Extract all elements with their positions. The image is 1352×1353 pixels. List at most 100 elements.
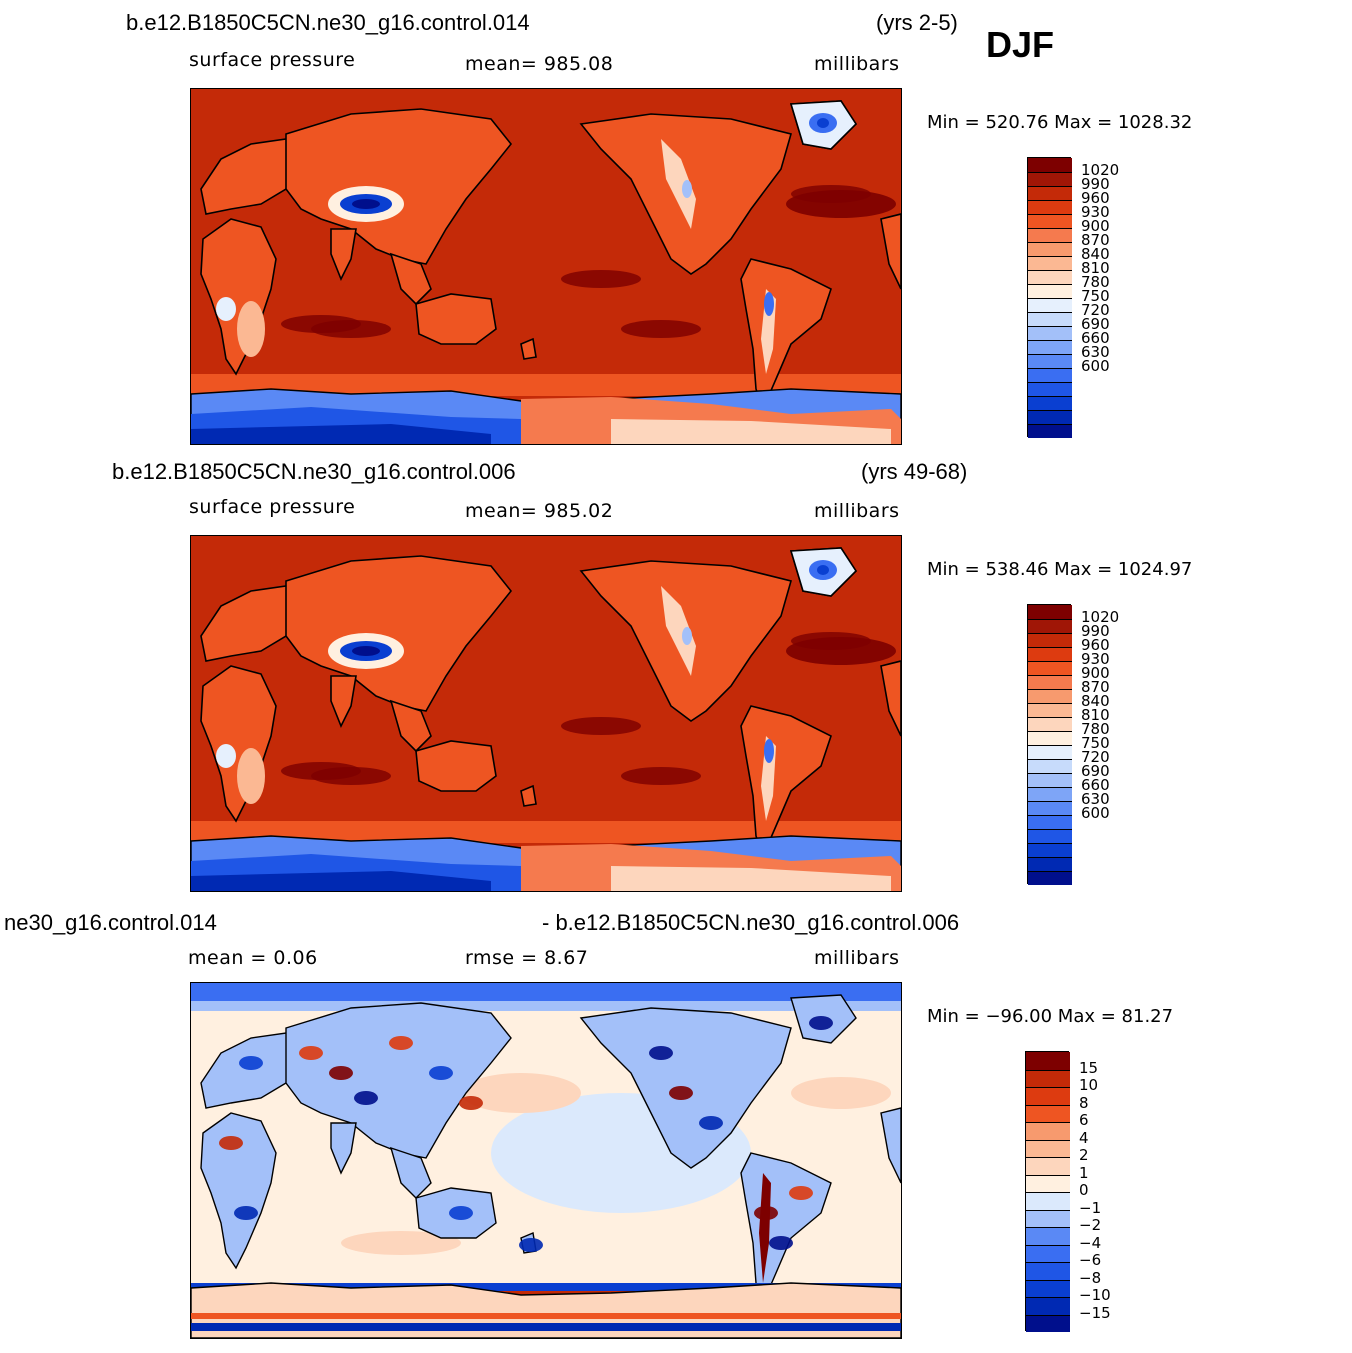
panel2-legend-tick-label: 1020 <box>1081 608 1120 626</box>
panel3-gradient-cell <box>219 1136 243 1150</box>
panel2-legend-tick-label: 930 <box>1081 650 1110 668</box>
panel1-legend-swatch <box>1028 242 1072 256</box>
panel1-legend-swatch <box>1028 424 1072 438</box>
panel2-legend-swatch <box>1028 801 1072 815</box>
panel1-southern-ocean-band <box>191 374 901 396</box>
panel2-land-eafrica <box>880 660 901 737</box>
panel2-high-pressure-cell <box>786 637 896 665</box>
panel1-land-australia <box>415 293 497 345</box>
panel1-east-antarctica-high <box>611 419 891 444</box>
panel1-years: (yrs 2-5) <box>876 10 958 35</box>
panel3-legend-tick-label: 2 <box>1079 1146 1089 1164</box>
panel1-legend-swatch <box>1028 158 1072 172</box>
panel1-legend-swatch <box>1028 200 1072 214</box>
panel1-africa-low <box>216 297 236 321</box>
panel3-legend-tick-label: −10 <box>1079 1286 1111 1304</box>
panel3-legend-tick-label: 15 <box>1079 1058 1099 1077</box>
panel1-legend-swatch <box>1028 256 1072 270</box>
panel3-legend: 15 10 8 6 4 2 1 0 −1 −2 −4 −6 −8 −10 −15 <box>1025 1051 1135 1332</box>
panel3-southern-negative <box>191 1283 901 1291</box>
panel3-antarctica-positive <box>191 1313 901 1319</box>
panel1-andes-low <box>764 292 774 316</box>
panel1-legend: 1020 990 960 930 900 870 840 810 780 750 720 690 660… <box>1027 157 1137 438</box>
panel1-legend-swatch <box>1028 284 1072 298</box>
panel1-legend-tick-label: 810 <box>1081 259 1110 277</box>
panel2-legend-swatch <box>1028 745 1072 759</box>
panel2-africa-high-ground <box>237 748 265 804</box>
panel3-mean: mean = 0.06 <box>188 947 318 969</box>
panel1-legend-swatch <box>1028 340 1072 354</box>
panel2-east-antarctica-high <box>611 866 891 891</box>
panel3-case-name-left: ne30_g16.control.014 <box>4 910 217 935</box>
panel1-legend-swatch <box>1028 228 1072 242</box>
panel1-legend-tick-label: 930 <box>1081 203 1110 221</box>
panel2-map-field <box>191 536 901 891</box>
panel3-arctic-transition <box>191 1001 901 1011</box>
panel2-legend-swatch <box>1028 675 1072 689</box>
panel2-legend-swatch <box>1028 717 1072 731</box>
panel2-legend: 1020 990 960 930 900 870 840 810 780 750 720 690 660… <box>1027 604 1137 885</box>
panel1-legend-tick-label: 1020 <box>1081 161 1120 179</box>
panel1-rockies-low <box>682 180 692 198</box>
panel2-legend-tick-label: 750 <box>1081 734 1110 752</box>
panel1-land-india <box>330 228 357 281</box>
panel3-land-india <box>330 1122 357 1175</box>
panel3-gradient-cell <box>429 1066 453 1080</box>
panel2-andes-low <box>764 739 774 763</box>
panel3-gradient-cell <box>699 1116 723 1130</box>
panel2-case-name: b.e12.B1850C5CN.ne30_g16.control.006 <box>112 459 516 484</box>
panel2-legend-swatch <box>1028 703 1072 717</box>
panel2-legend-swatch <box>1028 689 1072 703</box>
panel3-legend-tick-label: 10 <box>1079 1076 1099 1094</box>
panel3-legend-swatch <box>1026 1122 1070 1140</box>
panel2-land-seasia <box>389 699 432 753</box>
panel2-legend-bar <box>1027 604 1072 885</box>
panel2-legend-swatch <box>1028 661 1072 675</box>
panel1-legend-swatch <box>1028 396 1072 410</box>
panel3-gradient-cell <box>769 1236 793 1250</box>
panel1-land-seasia <box>389 252 432 306</box>
panel3-gradient-cell <box>459 1096 483 1110</box>
panel3-gradient-cell <box>234 1206 258 1220</box>
panel3-gradient-cell <box>789 1186 813 1200</box>
panel1-minmax: Min = 520.76 Max = 1028.32 <box>927 112 1193 133</box>
panel3-legend-tick-label: 1 <box>1079 1163 1089 1182</box>
panel3-legend-swatch <box>1026 1314 1070 1332</box>
panel2-antarctica-core <box>191 871 491 891</box>
panel3-gradient-cell <box>809 1016 833 1030</box>
panel2-legend-swatch <box>1028 787 1072 801</box>
panel3-legend-tick-label: −4 <box>1079 1233 1102 1252</box>
panel2-legend-tick-label: 780 <box>1081 720 1110 738</box>
panel2-rockies-low <box>682 627 692 645</box>
panel2-legend-tick-label: 960 <box>1081 636 1110 654</box>
panel2-legend-swatch <box>1028 829 1072 843</box>
panel2-tibet-core <box>352 646 380 656</box>
panel3-legend-swatch <box>1026 1279 1070 1297</box>
panel3-legend-swatch <box>1026 1262 1070 1280</box>
panel2-variable: surface pressure <box>189 496 356 518</box>
panel1-legend-tick-label: 960 <box>1081 189 1110 207</box>
panel3-legend-tick-label: 8 <box>1079 1093 1089 1112</box>
panel1-legend-tick-label: 780 <box>1081 273 1110 291</box>
panel2-legend-swatch <box>1028 871 1072 885</box>
panel3-land-africa <box>200 1112 277 1270</box>
panel2-legend-tick-label: 720 <box>1081 748 1110 766</box>
panel1-legend-tick-label: 990 <box>1081 175 1110 193</box>
panel3-legend-swatch <box>1026 1104 1070 1122</box>
panel3-map-field <box>191 983 901 1338</box>
panel3-antarctica-negative <box>191 1323 901 1331</box>
panel1-legend-swatch <box>1028 382 1072 396</box>
panel3-gradient-cell <box>239 1056 263 1070</box>
panel1-land-nzealand <box>520 337 537 360</box>
panel2-legend-tick-label: 810 <box>1081 706 1110 724</box>
panel1-map-field <box>191 89 901 444</box>
panel1-legend-tick-label: 870 <box>1081 231 1110 249</box>
season-label: DJF <box>986 24 1055 65</box>
panel3-legend-swatch <box>1026 1139 1070 1157</box>
panel2-map <box>190 535 902 892</box>
panel1-high-pressure-cell <box>786 190 896 218</box>
panel3-legend-swatch <box>1026 1297 1070 1315</box>
panel1-legend-tick-label: 600 <box>1081 357 1110 375</box>
panel1-mean: mean= 985.08 <box>465 53 614 75</box>
panel3-units: millibars <box>814 947 900 969</box>
